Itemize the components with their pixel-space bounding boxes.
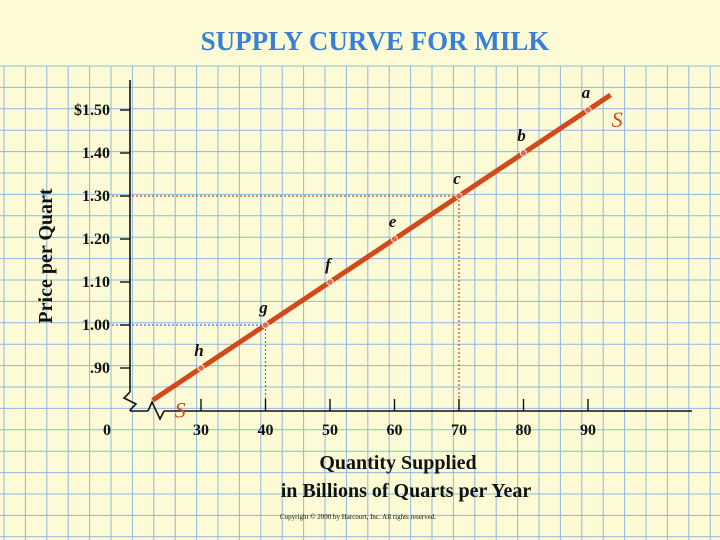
x-tick-label: 80 [516, 422, 532, 439]
point-a [584, 106, 592, 114]
x-axis-title-line1: Quantity Supplied [319, 452, 476, 474]
data-points: h g f e c b a [194, 83, 592, 372]
x-axis-break [147, 400, 165, 421]
point-label-b: b [517, 126, 526, 145]
point-label-g: g [258, 298, 268, 317]
point-label-c: c [453, 169, 461, 188]
y-tick-label: $1.50 [74, 102, 110, 119]
point-c [455, 192, 463, 200]
supply-curve: SS [151, 92, 623, 422]
point-b [519, 149, 528, 157]
x-tick-label: 90 [580, 422, 596, 439]
x-tick-label: 40 [258, 422, 274, 439]
x-tick-label: 0 [103, 422, 111, 439]
axes [120, 80, 692, 421]
y-tick-label: 1.00 [82, 317, 110, 334]
point-h [197, 364, 205, 372]
y-tick-label: .90 [90, 360, 110, 377]
x-tick-label: 50 [322, 422, 338, 439]
point-label-e: e [389, 212, 397, 231]
x-tick-label: 70 [451, 422, 467, 439]
y-axis-break [122, 391, 138, 411]
y-tick-label: 1.20 [82, 231, 110, 248]
y-tick-label: 1.10 [82, 274, 110, 291]
x-tick-label: 60 [387, 422, 403, 439]
y-axis-title: Price per Quart [35, 188, 57, 323]
curve-label-lower: S [175, 397, 186, 422]
point-label-a: a [582, 83, 591, 102]
guide-lines [112, 195, 460, 411]
point-g [261, 321, 270, 329]
point-label-f: f [325, 255, 333, 274]
x-tick-labels: 0 30 40 50 60 70 80 90 [103, 422, 596, 439]
chart-title: SUPPLY CURVE FOR MILK [201, 26, 550, 56]
copyright-note: Copyright © 2000 by Harcourt, Inc. All r… [280, 513, 436, 521]
point-e [390, 235, 399, 243]
y-tick-label: 1.40 [82, 145, 110, 162]
point-f [326, 278, 334, 286]
y-tick-labels: $1.50 1.40 1.30 1.20 1.10 1.00 .90 [74, 102, 110, 377]
y-tick-label: 1.30 [82, 188, 110, 205]
curve-label-upper: S [612, 107, 623, 132]
x-axis-title-line2: in Billions of Quarts per Year [281, 480, 532, 502]
x-tick-label: 30 [193, 422, 209, 439]
grid [0, 65, 720, 540]
supply-line [151, 92, 612, 403]
point-label-h: h [194, 341, 203, 360]
